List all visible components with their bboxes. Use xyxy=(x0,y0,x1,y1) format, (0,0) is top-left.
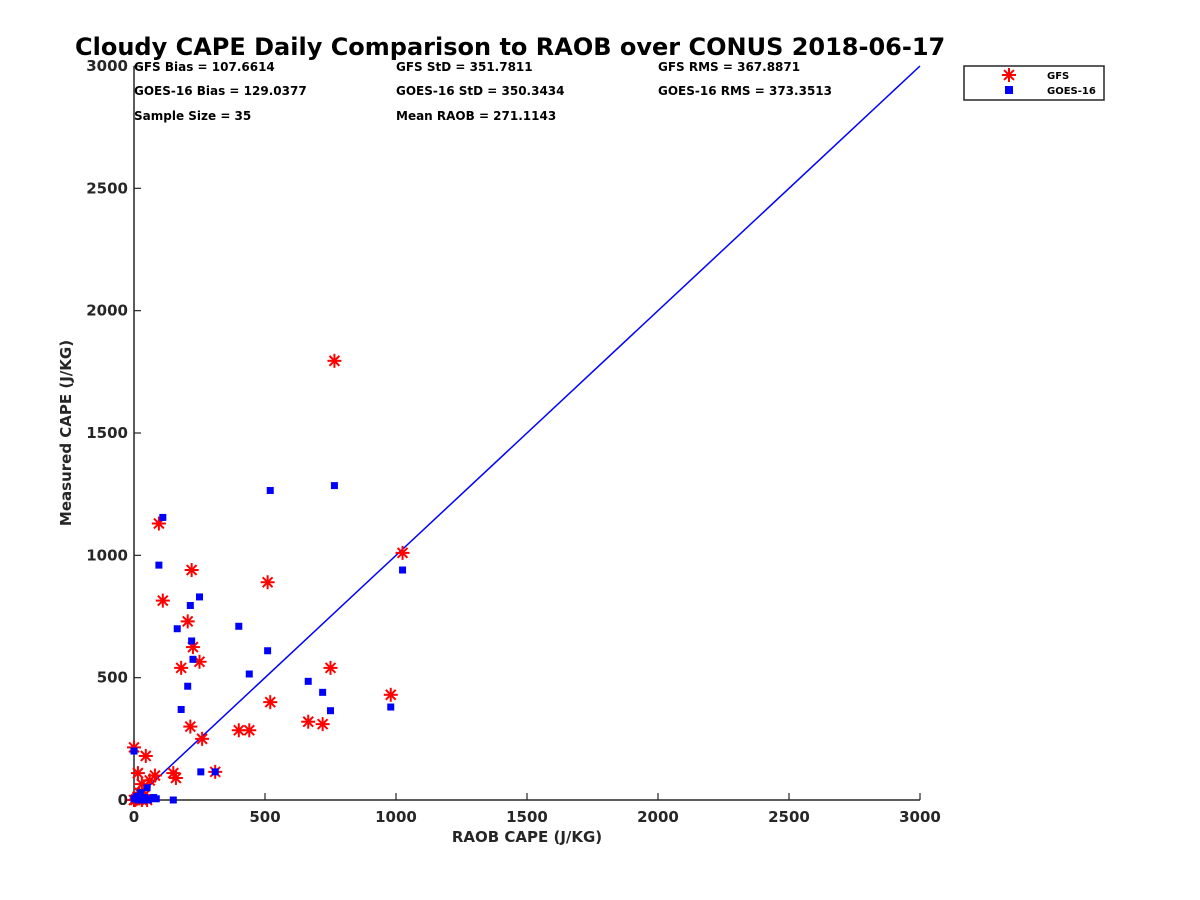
x-tick-label: 1000 xyxy=(375,808,417,826)
gfs-point xyxy=(395,545,410,560)
goes-16-point xyxy=(142,796,150,804)
y-tick-label: 2000 xyxy=(86,302,128,320)
goes-16-point xyxy=(197,768,205,776)
y-tick-label: 500 xyxy=(97,669,128,687)
gfs-point xyxy=(184,563,199,578)
one-to-one-line xyxy=(133,65,921,801)
y-tick-label: 1500 xyxy=(86,424,128,442)
y-tick-label: 2500 xyxy=(86,179,128,197)
gfs-point xyxy=(260,575,275,590)
x-tick-label: 0 xyxy=(129,808,139,826)
stat-gfs-rms: GFS RMS = 367.8871 xyxy=(658,60,800,74)
y-tick-label: 0 xyxy=(118,791,128,809)
goes-16-point xyxy=(264,647,272,655)
gfs-point xyxy=(168,770,183,785)
goes-16-point xyxy=(266,486,274,494)
legend-goes-16-marker xyxy=(1005,86,1013,94)
y-tick-label: 3000 xyxy=(86,57,128,75)
x-tick-label: 3000 xyxy=(899,808,941,826)
series-gfs xyxy=(127,353,410,807)
goes-16-point xyxy=(245,670,253,678)
gfs-point xyxy=(301,714,316,729)
x-tick-label: 1500 xyxy=(506,808,548,826)
legend-gfs-label: GFS xyxy=(1047,71,1069,82)
stat-goes-bias: GOES-16 Bias = 129.0377 xyxy=(134,84,307,98)
x-axis-label: RAOB CAPE (J/KG) xyxy=(452,828,602,846)
gfs-point xyxy=(174,660,189,675)
goes-16-point xyxy=(188,637,196,645)
gfs-point xyxy=(130,766,145,781)
goes-16-point xyxy=(304,677,312,685)
goes-16-point xyxy=(169,796,177,804)
x-tick-label: 500 xyxy=(249,808,280,826)
goes-16-point xyxy=(133,792,141,800)
gfs-point xyxy=(180,614,195,629)
gfs-point xyxy=(183,719,198,734)
gfs-point xyxy=(242,723,257,738)
stat-gfs-bias: GFS Bias = 107.6614 xyxy=(134,60,275,74)
goes-16-point xyxy=(387,703,395,711)
goes-16-point xyxy=(155,561,163,569)
gfs-point xyxy=(263,695,278,710)
legend-gfs-marker xyxy=(1002,68,1016,82)
gfs-point xyxy=(138,748,153,763)
goes-16-point xyxy=(186,601,194,609)
x-tick-label: 2000 xyxy=(637,808,679,826)
goes-16-point xyxy=(184,682,192,690)
legend-box xyxy=(963,65,1105,101)
stat-goes-rms: GOES-16 RMS = 373.3513 xyxy=(658,84,832,98)
goes-16-point xyxy=(327,707,334,715)
stat-sample-size: Sample Size = 35 xyxy=(134,109,251,123)
goes-16-point xyxy=(159,513,167,521)
gfs-point xyxy=(323,660,338,675)
gfs-point xyxy=(155,593,170,608)
goes-16-point xyxy=(146,795,154,803)
x-tick-label: 2500 xyxy=(768,808,810,826)
goes-16-point xyxy=(130,747,138,755)
stat-goes-std: GOES-16 StD = 350.3434 xyxy=(396,84,565,98)
reference-line-group xyxy=(133,65,921,801)
gfs-point xyxy=(327,353,342,368)
goes-16-point xyxy=(152,795,160,803)
goes-16-point xyxy=(137,789,145,797)
series-goes-16 xyxy=(130,482,407,804)
goes-16-point xyxy=(211,768,219,776)
goes-16-point xyxy=(189,655,197,663)
goes-16-point xyxy=(330,482,338,490)
stat-mean-raob: Mean RAOB = 271.1143 xyxy=(396,109,556,123)
ticks: 0 500 1000 1500 2000 2500 3000 0 500 1000 1500 2000… xyxy=(86,57,941,826)
goes-16-point xyxy=(134,796,142,804)
legend-goes-16-label: GOES-16 xyxy=(1047,86,1096,97)
goes-16-point xyxy=(399,566,407,574)
gfs-point xyxy=(147,768,162,783)
stat-gfs-std: GFS StD = 351.7811 xyxy=(396,60,533,74)
legend-gfs-asterisk xyxy=(1002,68,1016,82)
goes-16-point xyxy=(143,784,151,792)
goes-16-point xyxy=(235,622,243,630)
y-tick-label: 1000 xyxy=(86,546,128,564)
goes-16-point xyxy=(319,688,327,696)
gfs-point xyxy=(383,687,398,702)
chart-title: Cloudy CAPE Daily Comparison to RAOB ove… xyxy=(75,33,945,61)
y-axis-label: Measured CAPE (J/KG) xyxy=(57,340,75,526)
goes-16-point xyxy=(173,625,181,633)
goes-16-point xyxy=(177,705,185,713)
gfs-point xyxy=(315,717,330,732)
gfs-point xyxy=(195,731,210,746)
goes-16-point xyxy=(196,593,203,601)
goes-16-point xyxy=(138,796,146,804)
legend: GFS GOES-16 xyxy=(963,65,1105,101)
stats-annotations: GFS Bias = 107.6614 GOES-16 Bias = 129.0… xyxy=(134,60,832,123)
